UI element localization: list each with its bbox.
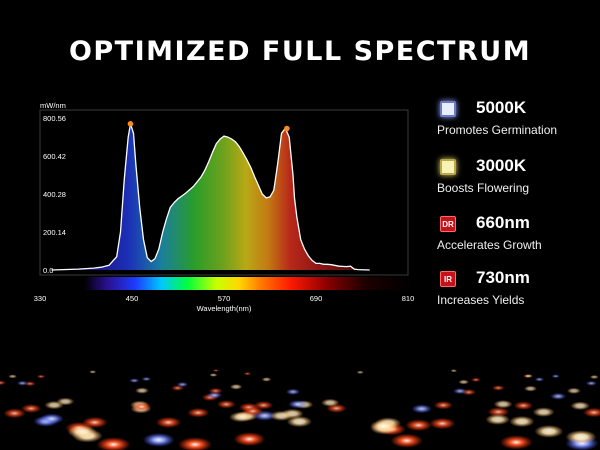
- led-glow: [233, 432, 266, 447]
- warm-led-icon: [440, 159, 456, 175]
- legend-name: 660nm: [476, 213, 530, 232]
- led-glow: [20, 404, 42, 413]
- spectrum-curve: [51, 123, 370, 271]
- led-glow: [288, 400, 307, 409]
- led-glow: [242, 406, 264, 416]
- led-glow: [89, 370, 97, 374]
- legend-name: 3000K: [476, 156, 527, 175]
- led-glow: [585, 380, 598, 386]
- led-glow: [56, 397, 75, 406]
- led-glow: [141, 376, 152, 382]
- y-tick-label: 0.0: [43, 266, 53, 275]
- led-glow: [411, 404, 433, 414]
- legend-name: 730nm: [476, 268, 530, 287]
- x-tick-label: 810: [402, 294, 415, 303]
- y-tick-label: 600.42: [43, 152, 66, 161]
- x-tick-label: 690: [310, 294, 323, 303]
- led-glow: [433, 401, 453, 410]
- led-reflection-background: [0, 369, 600, 450]
- y-tick-label: 200.14: [43, 228, 66, 237]
- led-glow: [96, 437, 131, 450]
- led-glow: [499, 435, 533, 450]
- led-glow: [452, 388, 468, 395]
- led-glow: [485, 414, 511, 425]
- x-axis-label: Wavelength(nm): [197, 304, 252, 313]
- legend-name: 5000K: [476, 98, 527, 117]
- x-tick-label: 450: [126, 294, 139, 303]
- led-glow: [532, 407, 555, 417]
- led-glow: [513, 401, 534, 410]
- led-glow: [405, 419, 432, 432]
- led-glow: [67, 425, 97, 439]
- led-glow: [356, 370, 364, 374]
- page-title: OPTIMIZED FULL SPECTRUM: [68, 36, 532, 67]
- led-glow: [458, 379, 470, 385]
- x-tick-label: 330: [34, 294, 47, 303]
- led-glow: [321, 398, 340, 407]
- led-glow: [216, 400, 236, 409]
- led-glow: [135, 387, 149, 394]
- legend-desc: Accelerates Growth: [437, 238, 542, 252]
- deep-red-led-icon: DR: [440, 216, 456, 232]
- legend-desc: Boosts Flowering: [437, 181, 530, 195]
- led-glow: [187, 407, 210, 418]
- y-tick-label: 400.28: [43, 190, 66, 199]
- led-glow: [550, 392, 567, 400]
- led-glow: [524, 374, 533, 378]
- led-glow: [523, 385, 538, 392]
- led-glow: [285, 388, 301, 395]
- led-glow: [212, 369, 220, 372]
- led-glow: [493, 400, 513, 409]
- led-glow: [450, 369, 458, 373]
- led-glow: [509, 415, 535, 428]
- led-glow: [370, 420, 397, 432]
- infrared-led-icon: IR: [440, 271, 456, 287]
- x-tick-label: 570: [218, 294, 231, 303]
- led-glow: [583, 407, 600, 418]
- led-glow: [229, 384, 243, 390]
- led-glow: [129, 378, 140, 383]
- led-glow: [178, 437, 212, 450]
- led-glow: [3, 408, 26, 419]
- plot-frame: [39, 109, 409, 276]
- color-bar: [40, 277, 408, 290]
- led-glow: [16, 380, 28, 386]
- led-glow: [390, 433, 424, 448]
- led-glow: [176, 381, 189, 388]
- led-glow: [36, 374, 46, 379]
- led-glow: [487, 407, 510, 417]
- led-glow: [155, 416, 182, 428]
- led-glow: [286, 416, 312, 428]
- led-glow: [142, 432, 175, 447]
- led-glow: [589, 375, 599, 379]
- led-glow: [261, 377, 272, 382]
- white-led-icon: [440, 101, 456, 117]
- led-glow: [429, 417, 456, 430]
- legend-desc: Promotes Germination: [437, 123, 558, 137]
- led-glow: [8, 374, 17, 379]
- led-glow: [566, 387, 581, 394]
- peak-marker: [284, 125, 290, 132]
- led-glow: [209, 373, 218, 377]
- led-glow: [269, 410, 294, 421]
- legend-desc: Increases Yields: [437, 293, 525, 307]
- led-glow: [208, 387, 223, 394]
- led-glow: [551, 374, 560, 379]
- led-glow: [0, 380, 7, 386]
- led-glow: [243, 372, 252, 376]
- led-glow: [131, 402, 152, 412]
- led-glow: [534, 425, 564, 438]
- led-glow: [491, 385, 505, 391]
- spectrum-area: [51, 123, 370, 270]
- y-tick-label: 800.56: [43, 114, 66, 123]
- led-glow: [470, 377, 481, 382]
- led-glow: [39, 413, 64, 424]
- led-glow: [570, 401, 590, 411]
- led-glow: [565, 430, 597, 444]
- led-glow: [534, 377, 545, 382]
- y-axis-unit: mW/nm: [40, 101, 66, 110]
- peak-marker: [127, 121, 134, 127]
